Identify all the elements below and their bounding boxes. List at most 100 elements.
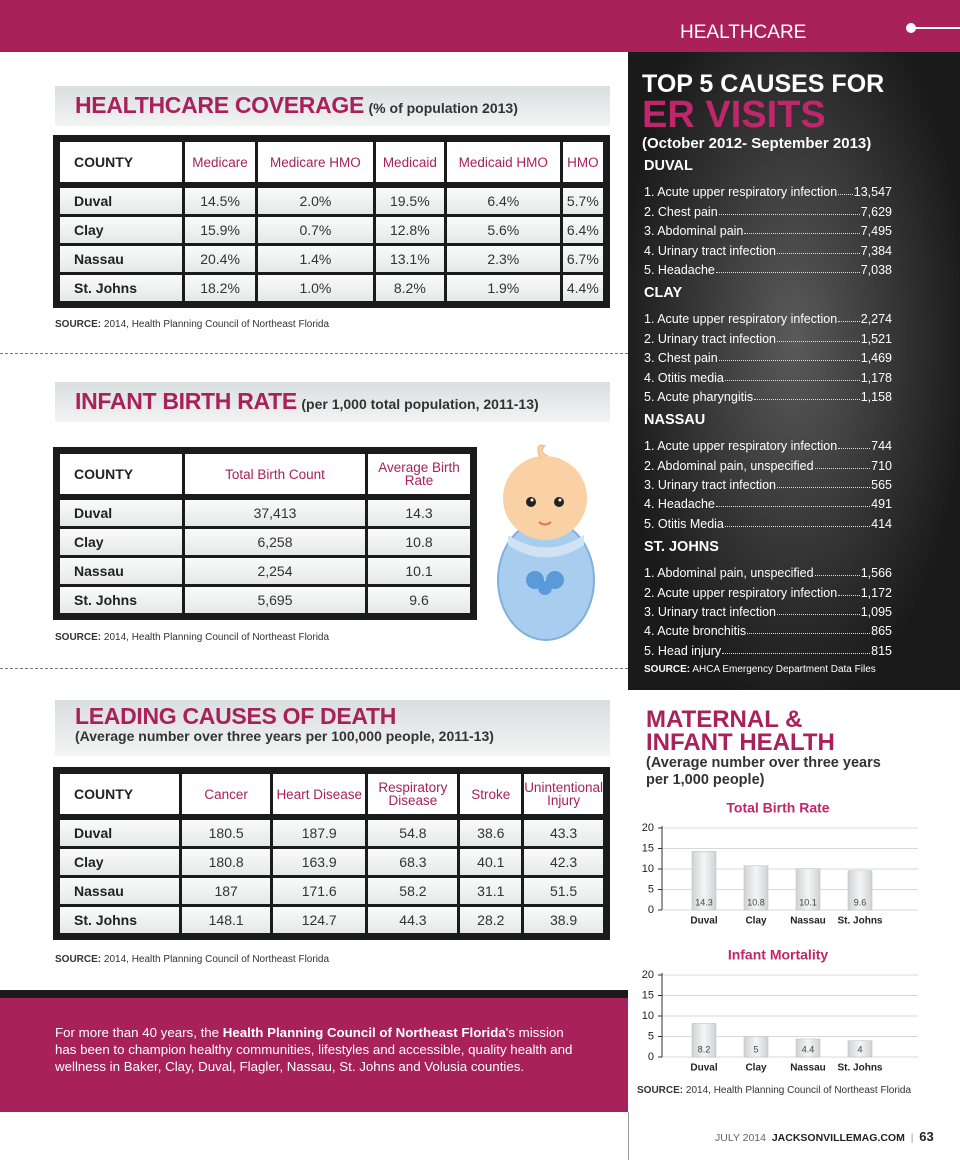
y-tick-label: 20 xyxy=(642,969,654,981)
title: LEADING CAUSES OF DEATH xyxy=(75,703,397,729)
column-header: HMO xyxy=(562,142,603,182)
er-item: 4. Headache 491 xyxy=(644,492,892,511)
count: 744 xyxy=(871,439,892,454)
count: 865 xyxy=(871,624,892,639)
er-item: 5. Headache 7,038 xyxy=(644,258,892,277)
leader xyxy=(838,594,860,596)
cell: 13.1% xyxy=(375,246,444,272)
leader xyxy=(777,340,860,342)
cell: 6.7% xyxy=(562,246,603,272)
cell: 9.6 xyxy=(368,587,470,613)
er-item: 5. Acute pharyngitis 1,158 xyxy=(644,385,892,404)
cause: 4. Headache xyxy=(644,497,715,512)
cell: 14.3 xyxy=(368,500,470,526)
column-header: COUNTY xyxy=(60,454,182,494)
bar xyxy=(847,1040,873,1058)
column-header: Average Birth Rate xyxy=(368,454,470,494)
row: St. Johns 148.1 124.7 44.3 28.2 38.9 xyxy=(60,907,603,933)
cause: 2. Abdominal pain, unspecified xyxy=(644,458,814,473)
cause: 3. Urinary tract infection xyxy=(644,605,776,620)
about-band xyxy=(0,998,628,1112)
source-label: SOURCE: xyxy=(644,664,691,675)
bar xyxy=(743,865,769,911)
rule-dot xyxy=(906,23,916,33)
count: 1,178 xyxy=(860,370,892,385)
bar xyxy=(847,870,873,911)
leader xyxy=(715,271,860,273)
cell: 187 xyxy=(182,878,270,904)
section-label: HEALTHCARE xyxy=(680,22,807,43)
cell: 42.3 xyxy=(524,849,603,875)
cell: 148.1 xyxy=(182,907,270,933)
cell: 4.4% xyxy=(562,275,603,301)
page-number: 63 xyxy=(919,1129,934,1144)
er-item: 3. Urinary tract infection 1,095 xyxy=(644,600,892,619)
leader xyxy=(777,487,871,489)
er-item: 2. Urinary tract infection 1,521 xyxy=(644,326,892,346)
count: 2,274 xyxy=(860,312,892,327)
cell: 163.9 xyxy=(272,849,366,875)
er-item: 1. Abdominal pain, unspecified 1,566 xyxy=(644,561,892,580)
x-tick-label: Nassau xyxy=(790,916,826,927)
column-header: Heart Disease xyxy=(272,774,366,814)
er-item: 2. Acute upper respiratory infection 1,17… xyxy=(644,580,892,600)
er-title-big: ER VISITS xyxy=(642,94,826,136)
cause: 5. Otitis Media xyxy=(644,516,724,531)
header-row: COUNTY Medicare Medicare HMO Medicaid Medica… xyxy=(60,142,603,182)
cell: 20.4% xyxy=(185,246,256,272)
footer: JULY 2014 JACKSONVILLEMAG.COM | 63 xyxy=(715,1129,934,1144)
county: Nassau xyxy=(60,878,180,904)
cause: 5. Headache xyxy=(644,262,715,277)
x-tick-label: Nassau xyxy=(790,1063,826,1074)
cell: 180.8 xyxy=(182,849,270,875)
rule xyxy=(910,27,960,29)
column-header: Cancer xyxy=(182,774,270,814)
cell: 12.8% xyxy=(375,217,444,243)
coverage-header: HEALTHCARE COVERAGE (% of population 201… xyxy=(55,86,610,126)
birth-header: INFANT BIRTH RATE (per 1,000 total popul… xyxy=(55,382,610,422)
cell: 1.9% xyxy=(446,275,560,301)
county-heading: NASSAU xyxy=(644,411,706,428)
column-header: Total Birth Count xyxy=(185,454,365,494)
x-tick-label: Clay xyxy=(745,916,767,927)
cause: 4. Acute bronchitis xyxy=(644,624,747,639)
county: Clay xyxy=(60,849,180,875)
cell: 51.5 xyxy=(524,878,603,904)
source-text: AHCA Emergency Department Data Files xyxy=(692,664,876,675)
cause: 2. Chest pain xyxy=(644,204,718,219)
row: Nassau 187 171.6 58.2 31.1 51.5 xyxy=(60,878,603,904)
source-label: SOURCE: xyxy=(55,954,102,965)
county: St. Johns xyxy=(60,907,180,933)
leader xyxy=(744,233,860,235)
er-item: 1. Acute upper respiratory infection 13,5… xyxy=(644,180,892,199)
cause: 3. Urinary tract infection xyxy=(644,478,776,493)
cell: 2.3% xyxy=(446,246,560,272)
leader xyxy=(814,467,871,469)
cell: 10.8 xyxy=(368,529,470,555)
cell: 38.6 xyxy=(460,820,522,846)
er-item: 4. Acute bronchitis 865 xyxy=(644,619,892,638)
leader xyxy=(814,575,860,577)
cell: 10.1 xyxy=(368,558,470,584)
leader xyxy=(838,194,853,196)
divider xyxy=(0,668,628,669)
x-tick-label: Clay xyxy=(745,1063,767,1074)
cause: 4. Otitis media xyxy=(644,370,724,385)
count: 13,547 xyxy=(853,185,892,200)
cause: 1. Abdominal pain, unspecified xyxy=(644,566,814,581)
source: SOURCE: 2014, Health Planning Council of… xyxy=(55,319,329,330)
row: Clay 6,258 10.8 xyxy=(60,529,470,555)
column-header: Medicaid xyxy=(375,142,444,182)
row: Nassau 2,254 10.1 xyxy=(60,558,470,584)
death-header: LEADING CAUSES OF DEATH (Average number o… xyxy=(55,700,610,756)
site: JACKSONVILLEMAG.COM xyxy=(771,1132,905,1144)
maternal-title: MATERNAL & INFANT HEALTH xyxy=(646,708,835,755)
er-item: 1. Acute upper respiratory infection 744 xyxy=(644,434,892,453)
row: St. Johns 5,695 9.6 xyxy=(60,587,470,613)
chart-title: Infant Mortality xyxy=(728,947,829,963)
chart-title: Total Birth Rate xyxy=(726,800,829,816)
source-text: 2014, Health Planning Council of Northea… xyxy=(685,1085,912,1096)
column-header: Stroke xyxy=(460,774,522,814)
header-row: COUNTY Total Birth Count Average Birth Rat… xyxy=(60,454,470,494)
row: Nassau 20.4% 1.4% 13.1% 2.3% 6.7% xyxy=(60,246,603,272)
